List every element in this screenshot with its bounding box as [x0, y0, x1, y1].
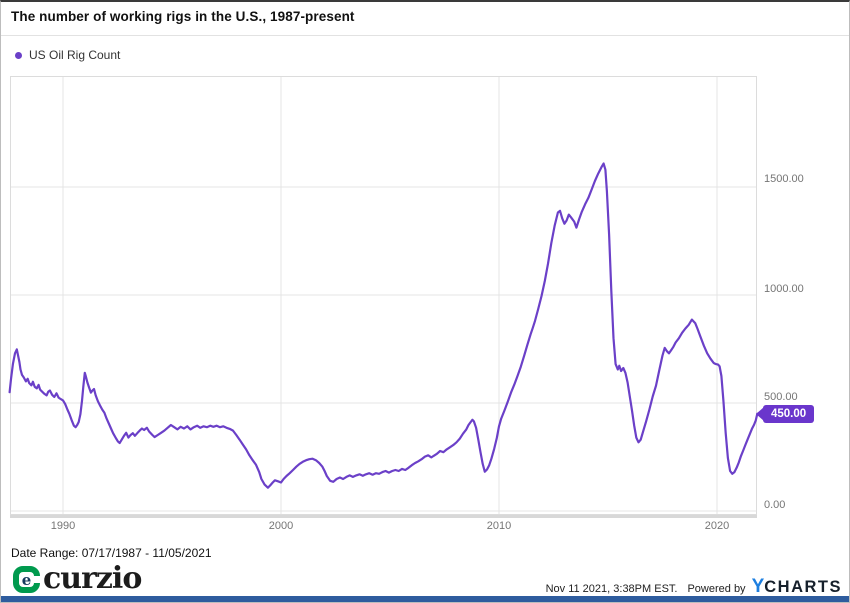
ycharts-logo: Y CHARTS [751, 576, 842, 597]
legend-label: US Oil Rig Count [29, 48, 121, 62]
y-axis-tick-0: 0.00 [764, 499, 786, 511]
y-axis-tick-1500: 1500.00 [764, 173, 804, 185]
powered-by-label: Powered by [687, 583, 746, 595]
ycharts-wordmark: CHARTS [764, 578, 842, 596]
credit-line: Nov 11 2021, 3:38PM EST. Powered by Y CH… [545, 576, 842, 597]
curzio-logo: e curzio [13, 561, 142, 596]
x-axis-tick-1990: 1990 [50, 520, 76, 532]
timestamp: Nov 11 2021, 3:38PM EST. [545, 583, 678, 595]
gridlines [10, 76, 757, 514]
x-axis-line [10, 514, 757, 518]
y-axis-tick-1000: 1000.00 [764, 283, 804, 295]
curzio-mark-letter: e [22, 571, 32, 589]
legend-dot-icon [15, 51, 22, 59]
title-divider [1, 35, 849, 36]
curzio-mark-icon: e [13, 565, 40, 593]
rig-count-line [8, 162, 759, 489]
x-axis-tick-2000: 2000 [268, 520, 294, 532]
bottom-accent-bar [1, 596, 849, 602]
legend-item-oil-rig-count[interactable]: US Oil Rig Count [15, 48, 120, 62]
curzio-wordmark: curzio [43, 561, 142, 596]
date-range-label: Date Range: 07/17/1987 - 11/05/2021 [11, 546, 212, 560]
ycharts-y-glyph: Y [751, 576, 765, 597]
x-axis-tick-2010: 2010 [486, 520, 512, 532]
x-axis-tick-2020: 2020 [704, 520, 730, 532]
plot-border [10, 76, 757, 515]
page-title: The number of working rigs in the U.S., … [11, 9, 355, 24]
y-axis-tick-500: 500.00 [764, 391, 798, 403]
current-value-badge: 450.00 [755, 405, 815, 423]
